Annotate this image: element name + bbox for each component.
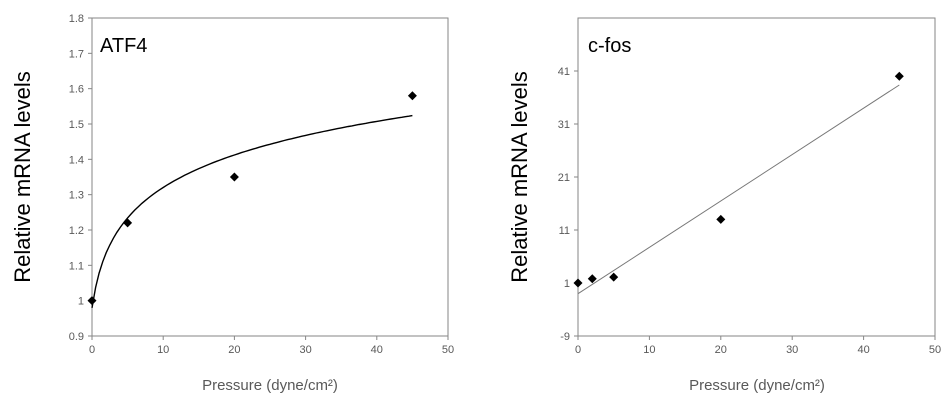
y-tick-label: 1.6	[69, 84, 84, 96]
chart-atf4: 0 10 20 30 40 50 0.9 1 1.1 1.2 1.3 1.4 1.5 1.6 1.7 1.8…	[10, 13, 454, 394]
x-tick-label: 10	[157, 344, 169, 356]
y-tick-label: 31	[558, 119, 570, 131]
x-tick-label: 50	[929, 344, 941, 356]
y-tick-label: 1.1	[69, 260, 84, 272]
data-point-marker	[123, 218, 133, 228]
y-tick-label: 0.9	[69, 331, 84, 343]
y-ticks: 0.9 1 1.1 1.2 1.3 1.4 1.5 1.6 1.7 1.8	[69, 13, 92, 343]
x-tick-label: 30	[786, 344, 798, 356]
x-axis-title: Pressure (dyne/cm²)	[202, 377, 338, 394]
data-point-marker	[716, 214, 726, 224]
x-axis-title: Pressure (dyne/cm²)	[689, 377, 825, 394]
x-tick-label: 40	[857, 344, 869, 356]
x-tick-label: 50	[442, 344, 454, 356]
trendline-group	[91, 114, 413, 309]
x-tick-label: 10	[643, 344, 655, 356]
y-tick-label: 41	[558, 66, 570, 78]
chart-title: c-fos	[588, 35, 631, 57]
x-tick-label: 40	[371, 344, 383, 356]
y-tick-label: 1.2	[69, 225, 84, 237]
data-point-marker	[407, 91, 417, 101]
y-tick-label: 1	[78, 296, 84, 308]
chart-title: ATF4	[100, 35, 147, 57]
data-points	[87, 91, 417, 306]
plot-area-frame	[577, 17, 936, 337]
y-tick-label: 1.7	[69, 48, 84, 60]
data-point-marker	[573, 278, 583, 288]
trendline-group	[577, 84, 900, 295]
data-point-marker	[229, 172, 239, 182]
y-axis-title: Relative mRNA levels	[507, 71, 532, 283]
data-point-marker	[587, 274, 597, 284]
x-ticks: 0 10 20 30 40 50	[89, 336, 454, 356]
y-axis-title: Relative mRNA levels	[10, 71, 35, 283]
y-tick-label: 11	[559, 225, 570, 237]
y-tick-label: 1.4	[69, 154, 84, 166]
x-tick-label: 0	[89, 344, 95, 356]
y-tick-label: 1.5	[69, 119, 84, 131]
x-tick-label: 20	[228, 344, 240, 356]
trendline	[91, 114, 413, 309]
x-ticks: 0 10 20 30 40 50	[575, 336, 941, 356]
y-tick-label: -9	[560, 331, 570, 343]
plot-area-frame	[91, 17, 449, 337]
trendline	[577, 84, 900, 295]
data-point-marker	[894, 71, 904, 81]
data-point-marker	[87, 296, 97, 306]
y-tick-label: 1	[564, 278, 570, 290]
x-tick-label: 20	[715, 344, 727, 356]
data-points	[573, 71, 904, 288]
y-tick-label: 21	[558, 172, 570, 184]
x-tick-label: 30	[299, 344, 311, 356]
y-tick-label: 1.3	[69, 190, 84, 202]
x-tick-label: 0	[575, 344, 581, 356]
y-tick-label: 1.8	[69, 13, 84, 25]
data-point-marker	[609, 272, 619, 282]
